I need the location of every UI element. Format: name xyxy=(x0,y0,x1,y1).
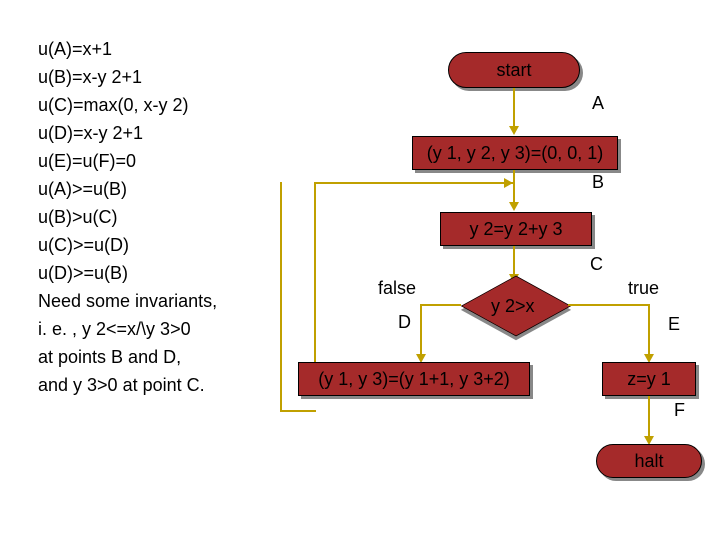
loop-label: y 2=y 2+y 3 xyxy=(469,219,562,240)
loop-node: y 2=y 2+y 3 xyxy=(440,212,592,246)
eq-line: u(E)=u(F)=0 xyxy=(38,147,217,175)
arrow-line xyxy=(420,304,422,354)
arrow-line xyxy=(420,304,447,306)
arrow-line xyxy=(568,304,648,306)
left-branch-node: (y 1, y 3)=(y 1+1, y 3+2) xyxy=(298,362,530,396)
arrow-line xyxy=(648,396,650,436)
cond-label: y 2>x xyxy=(491,296,535,317)
eq-line: u(A)>=u(B) xyxy=(38,175,217,203)
eq-line: u(C)>=u(D) xyxy=(38,231,217,259)
label-D: D xyxy=(398,312,411,333)
right-branch-label: z=y 1 xyxy=(627,369,671,390)
halt-node: halt xyxy=(596,444,702,478)
arrow-line xyxy=(280,410,316,412)
equations-block: u(A)=x+1 u(B)=x-y 2+1 u(C)=max(0, x-y 2)… xyxy=(38,35,217,399)
init-node: (y 1, y 2, y 3)=(0, 0, 1) xyxy=(412,136,618,170)
label-C: C xyxy=(590,254,603,275)
arrow-down-icon xyxy=(509,202,519,211)
arrow-line xyxy=(513,88,515,126)
eq-line: i. e. , y 2<=x/\y 3>0 xyxy=(38,315,217,343)
arrow-down-icon xyxy=(509,126,519,135)
eq-line: u(D)=x-y 2+1 xyxy=(38,119,217,147)
halt-label: halt xyxy=(634,451,663,472)
init-label: (y 1, y 2, y 3)=(0, 0, 1) xyxy=(427,143,604,164)
label-A: A xyxy=(592,93,604,114)
arrow-line xyxy=(648,304,650,354)
eq-line: at points B and D, xyxy=(38,343,217,371)
label-E: E xyxy=(668,314,680,335)
arrow-line xyxy=(314,182,513,184)
eq-line: and y 3>0 at point C. xyxy=(38,371,217,399)
eq-line: u(B)=x-y 2+1 xyxy=(38,63,217,91)
arrow-line xyxy=(314,182,316,362)
eq-line: u(A)=x+1 xyxy=(38,35,217,63)
start-label: start xyxy=(496,60,531,81)
left-branch-label: (y 1, y 3)=(y 1+1, y 3+2) xyxy=(318,369,510,390)
arrow-line xyxy=(513,170,515,202)
arrow-line xyxy=(446,304,461,306)
start-node: start xyxy=(448,52,580,88)
right-branch-node: z=y 1 xyxy=(602,362,696,396)
eq-line: u(D)>=u(B) xyxy=(38,259,217,287)
false-label: false xyxy=(378,278,416,299)
eq-line: u(C)=max(0, x-y 2) xyxy=(38,91,217,119)
true-label: true xyxy=(628,278,659,299)
flowchart: start A (y 1, y 2, y 3)=(0, 0, 1) B y 2=… xyxy=(270,40,700,520)
arrow-right-icon xyxy=(504,178,513,188)
label-F: F xyxy=(674,400,685,421)
eq-line: u(B)>u(C) xyxy=(38,203,217,231)
arrow-line xyxy=(513,246,515,274)
eq-line: Need some invariants, xyxy=(38,287,217,315)
label-B: B xyxy=(592,172,604,193)
arrow-line xyxy=(280,182,282,412)
